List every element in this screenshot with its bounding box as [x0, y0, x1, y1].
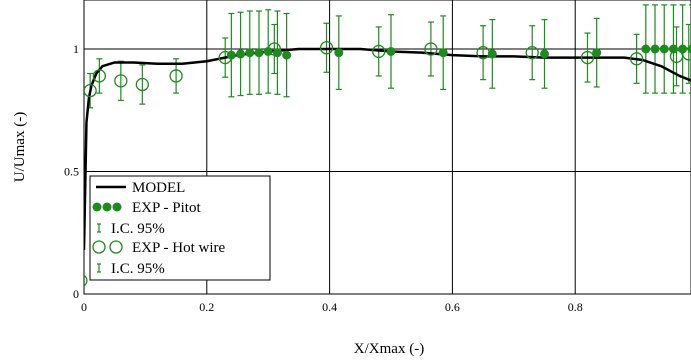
- hotwire-point: [84, 84, 97, 98]
- hotwire-point: [92, 69, 106, 83]
- pitot-point: [254, 48, 264, 58]
- pitot-point: [540, 49, 549, 59]
- y-axis-label: U/Umax (-): [12, 112, 28, 182]
- x-tick-label: 0.2: [199, 300, 214, 314]
- legend-label-ic-pitot: I.C. 95%: [111, 221, 165, 237]
- y-tick-label: 0: [73, 287, 79, 301]
- legend-swatch-ic-pitot: [97, 223, 101, 233]
- legend-swatch-ic-hotwire: [97, 263, 101, 273]
- legend-box: [89, 175, 271, 281]
- y-tick-label: 1: [73, 42, 79, 56]
- pitot-point: [282, 50, 292, 60]
- x-tick-label: 0.6: [445, 300, 460, 314]
- pitot-point: [272, 48, 282, 58]
- hotwire-point: [525, 46, 539, 60]
- legend-label-ic-hotwire: I.C. 95%: [111, 261, 165, 277]
- hotwire-error-bar: [427, 21, 434, 77]
- pitot-point: [245, 48, 255, 58]
- pitot-point: [236, 49, 246, 59]
- x-tick-label: 0: [81, 300, 87, 314]
- x-tick-label: 0.4: [322, 300, 337, 314]
- pitot-point: [641, 44, 651, 54]
- hotwire-point: [319, 41, 334, 55]
- pitot-point: [487, 49, 497, 59]
- hotwire-error-bar: [480, 25, 487, 81]
- y-tick-label: 0.5: [64, 165, 79, 179]
- hotwire-point: [135, 77, 149, 92]
- model-line: [84, 47, 691, 250]
- pitot-point: [687, 44, 691, 54]
- hotwire-point: [169, 69, 183, 83]
- pitot-point: [650, 44, 660, 54]
- hotwire-point: [114, 74, 128, 88]
- pitot-point: [438, 48, 448, 58]
- pitot-point: [263, 46, 273, 56]
- legend: MODEL EXP - Pitot I.C. 95% EXP - Hot wir…: [89, 175, 271, 281]
- hotwire-point: [84, 274, 88, 287]
- legend-swatch-hotwire: [92, 240, 123, 254]
- model-series: [84, 47, 691, 250]
- x-tick-label: 0.8: [568, 300, 583, 314]
- pitot-point: [226, 50, 236, 60]
- hotwire-error-bar: [529, 25, 536, 81]
- hotwire-point: [372, 44, 386, 59]
- x-axis-label: X/Xmax (-): [354, 341, 424, 357]
- hotwire-point: [424, 42, 438, 56]
- pitot-point: [678, 44, 688, 54]
- pitot-point: [659, 44, 669, 54]
- legend-label-model: MODEL: [132, 180, 185, 196]
- hotwire-error-bar: [673, 26, 680, 87]
- pitot-point: [592, 48, 602, 58]
- pitot-error-bar: [688, 4, 691, 94]
- hotwire-point: [580, 50, 595, 65]
- pitot-point: [386, 46, 396, 56]
- legend-label-pitot: EXP - Pitot: [132, 200, 201, 216]
- hotwire-error-bar: [96, 58, 103, 94]
- pitot-point: [334, 48, 344, 58]
- legend-label-hotwire: EXP - Hot wire: [132, 240, 226, 256]
- hotwire-point: [629, 52, 644, 66]
- hotwire-error-bar: [139, 64, 146, 105]
- hotwire-error-bar: [271, 23, 278, 75]
- legend-swatch-pitot: [92, 202, 122, 212]
- marker-series: [84, 41, 691, 287]
- pitot-point: [668, 44, 678, 54]
- tick-labels: 0 0.2 0.4 0.6 0.8 0 0.5 1: [64, 42, 583, 314]
